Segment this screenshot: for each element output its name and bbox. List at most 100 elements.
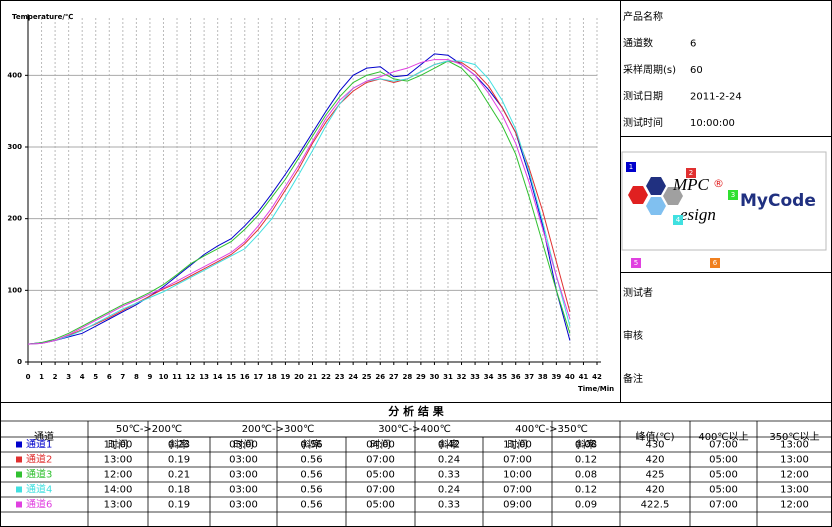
x-tick-label: 30: [430, 373, 440, 381]
table-cell: 通道1: [26, 438, 52, 451]
table-cell: 0.56: [300, 470, 322, 481]
table-cell: 通道3: [26, 468, 52, 481]
x-tick-label: 42: [592, 373, 602, 381]
table-cell: 11:00: [104, 440, 133, 451]
logo-marker: [673, 215, 683, 225]
table-cell: 420: [645, 455, 664, 466]
x-tick-label: 33: [470, 373, 480, 381]
series-line: [27, 60, 571, 345]
x-tick-label: 34: [484, 373, 494, 381]
logo-marker-label: 2: [689, 169, 693, 177]
x-tick-label: 22: [321, 373, 331, 381]
channel-swatch: [16, 486, 22, 493]
info-value: 10:00:00: [690, 118, 735, 129]
table-cell: 05:00: [366, 500, 395, 511]
x-tick-label: 20: [294, 373, 304, 381]
table-cell: 0.12: [575, 455, 597, 466]
table-cell: 07:00: [366, 455, 395, 466]
table-header: 300℃->400℃: [378, 424, 451, 435]
table-cell: 05:00: [709, 485, 738, 496]
table-subheader: 斜率: [169, 438, 189, 451]
logo-hex: [663, 187, 683, 205]
table-cell: 0.19: [168, 455, 190, 466]
table-cell: 05:00: [709, 470, 738, 481]
table-cell: 0.18: [168, 485, 190, 496]
x-tick-label: 31: [443, 373, 453, 381]
x-tick-label: 11: [172, 373, 182, 381]
logo-hex: [646, 197, 666, 215]
logo-text: MyCode: [740, 191, 816, 211]
x-tick-label: 2: [53, 373, 58, 381]
y-tick-label: 0: [17, 358, 22, 366]
series-line: [27, 60, 571, 345]
table-cell: 0.24: [438, 455, 460, 466]
logo-marker: [631, 258, 641, 268]
x-tick-label: 16: [240, 373, 250, 381]
x-tick-label: 39: [551, 373, 561, 381]
series-line: [27, 59, 571, 345]
x-tick-label: 27: [389, 373, 399, 381]
x-tick-label: 23: [335, 373, 345, 381]
table-header: 200℃->300℃: [242, 424, 315, 435]
table-cell: 0.42: [438, 440, 460, 451]
x-tick-label: 13: [199, 373, 209, 381]
logo-hex: [628, 186, 648, 204]
x-tick-label: 37: [524, 373, 534, 381]
table-cell: 13:00: [780, 440, 809, 451]
logo-marker: [728, 190, 738, 200]
x-axis-label: Time/Min: [578, 385, 614, 393]
x-tick-label: 3: [66, 373, 71, 381]
table-cell: 03:00: [229, 485, 258, 496]
table-cell: 通道2: [26, 453, 52, 466]
logo-marker-label: 3: [731, 191, 735, 199]
table-subheader: 斜率: [302, 438, 322, 451]
table-cell: 14:00: [104, 485, 133, 496]
x-tick-label: 40: [565, 373, 575, 381]
info-label: 测试日期: [623, 90, 663, 103]
logo-marker: [626, 162, 636, 172]
table-cell: 07:00: [503, 455, 532, 466]
x-tick-label: 14: [213, 373, 223, 381]
table-header: 350℃以上: [769, 431, 819, 443]
table-cell: 07:00: [503, 485, 532, 496]
y-tick-label: 200: [7, 215, 22, 223]
y-tick-label: 400: [7, 71, 22, 79]
logo-marker-label: 6: [713, 259, 718, 267]
table-cell: 07:00: [709, 440, 738, 451]
table-cell: 0.09: [575, 500, 597, 511]
table-cell: 430: [645, 440, 664, 451]
table-cell: 0.23: [168, 440, 190, 451]
info-label: 采样周期(s): [623, 63, 676, 76]
channel-swatch: [16, 501, 22, 508]
info-label: 通道数: [623, 37, 653, 50]
sign-label: 测试者: [623, 286, 653, 299]
logo-text: ®: [713, 177, 724, 190]
table-header: 通道: [34, 430, 54, 443]
table-cell: 0.56: [300, 500, 322, 511]
table-cell: 10:00: [503, 470, 532, 481]
table-cell: 通道4: [26, 483, 52, 496]
table-cell: 0.56: [300, 485, 322, 496]
logo-hex: [646, 177, 666, 195]
table-subheader: 时间: [234, 438, 254, 451]
x-tick-label: 12: [186, 373, 196, 381]
x-tick-label: 28: [402, 373, 412, 381]
table-header: 400℃->350℃: [515, 424, 588, 435]
channel-swatch: [16, 471, 22, 478]
table-cell: 09:00: [503, 500, 532, 511]
table-cell: 05:00: [709, 455, 738, 466]
table-cell: 0.33: [438, 500, 460, 511]
x-tick-label: 21: [308, 373, 318, 381]
table-cell: 0.56: [300, 455, 322, 466]
x-tick-label: 1: [39, 373, 44, 381]
table-header: 400℃以上: [698, 431, 748, 443]
logo-text: esign: [680, 205, 716, 224]
x-tick-label: 24: [348, 373, 358, 381]
x-tick-label: 4: [80, 373, 85, 381]
info-label: 测试时间: [623, 116, 663, 129]
x-tick-label: 8: [134, 373, 139, 381]
table-cell: 0.08: [575, 440, 597, 451]
x-tick-label: 0: [26, 373, 31, 381]
logo-marker-label: 1: [629, 163, 633, 171]
